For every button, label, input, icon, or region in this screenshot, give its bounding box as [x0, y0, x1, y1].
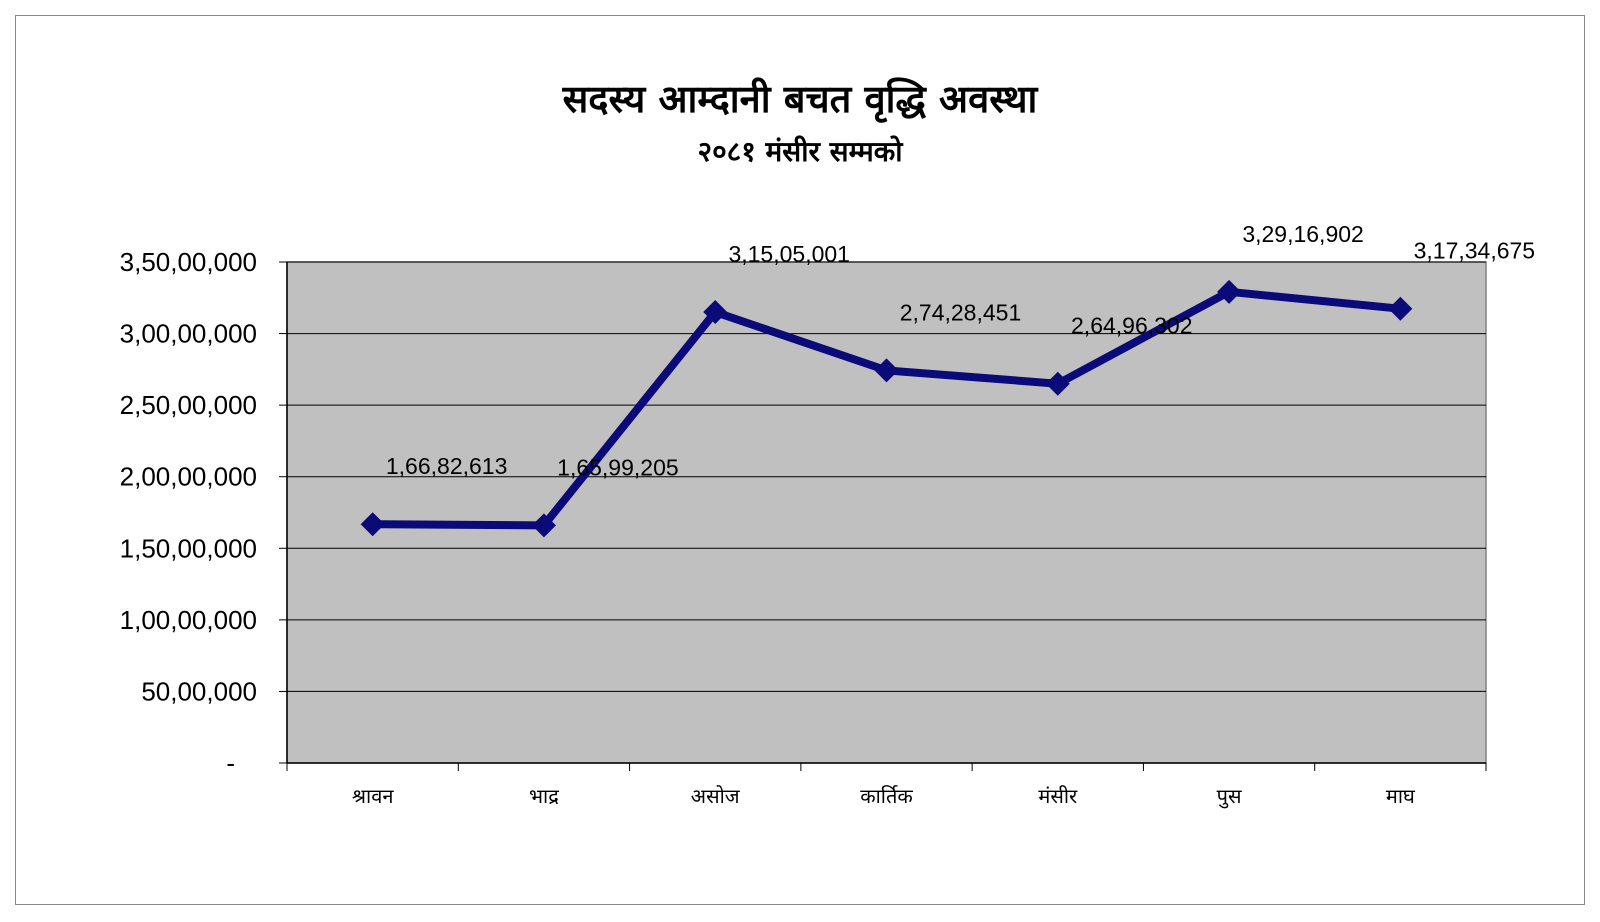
data-point-marker — [360, 512, 385, 537]
x-tick-label: श्रावन — [352, 784, 394, 808]
data-point-marker — [874, 358, 899, 383]
x-axis-ticks: श्रावन भाद्र असोज कार्तिक मंसीर पुस माघ — [286, 763, 1487, 809]
y-tick-label: 2,50,00,000 — [120, 390, 257, 420]
y-tick-label: 3,50,00,000 — [120, 247, 257, 277]
axes — [286, 262, 1486, 764]
y-axis-ticks: - 50,00,000 1,00,00,000 1,50,00,000 2,00,00,… — [120, 247, 287, 778]
data-label: 3,17,34,675 — [1414, 238, 1536, 264]
data-label: 1,65,99,205 — [557, 454, 679, 480]
data-label: 1,66,82,613 — [386, 453, 508, 479]
x-tick-label: मंसीर — [1038, 784, 1078, 808]
data-label: 3,15,05,001 — [728, 241, 850, 267]
y-tick-label: 3,00,00,000 — [120, 319, 257, 349]
data-point-marker — [1388, 296, 1413, 321]
x-tick-label: असोज — [691, 784, 741, 808]
x-tick-label: भाद्र — [529, 784, 559, 808]
y-tick-label: 50,00,000 — [141, 676, 257, 706]
data-label: 2,64,96,302 — [1071, 313, 1193, 339]
gridlines — [287, 261, 1486, 692]
x-tick-label: पुस — [1217, 784, 1242, 809]
plot-background — [286, 261, 1487, 764]
data-labels: 1,66,82,613 1,65,99,205 3,15,05,001 2,74,28… — [386, 221, 1535, 481]
y-tick-label: 1,50,00,000 — [120, 533, 257, 563]
y-tick-label: 1,00,00,000 — [120, 605, 257, 635]
data-point-marker — [1045, 371, 1070, 396]
data-label: 3,29,16,902 — [1242, 221, 1364, 247]
y-tick-label: 2,00,00,000 — [120, 462, 257, 492]
x-tick-label: कार्तिक — [860, 784, 913, 808]
plot-area — [286, 261, 1487, 764]
data-point-marker — [703, 300, 728, 325]
data-label: 2,74,28,451 — [900, 299, 1022, 325]
chart-title: सदस्य आम्दानी बचत वृद्धि अवस्था — [562, 77, 1038, 121]
data-point-marker — [1217, 279, 1242, 304]
x-tick-label: माघ — [1386, 784, 1416, 808]
y-tick-label: - — [226, 748, 235, 778]
series — [360, 279, 1413, 538]
data-point-marker — [531, 513, 556, 538]
chart-subtitle: २०८१ मंसीर सम्मको — [697, 135, 903, 168]
